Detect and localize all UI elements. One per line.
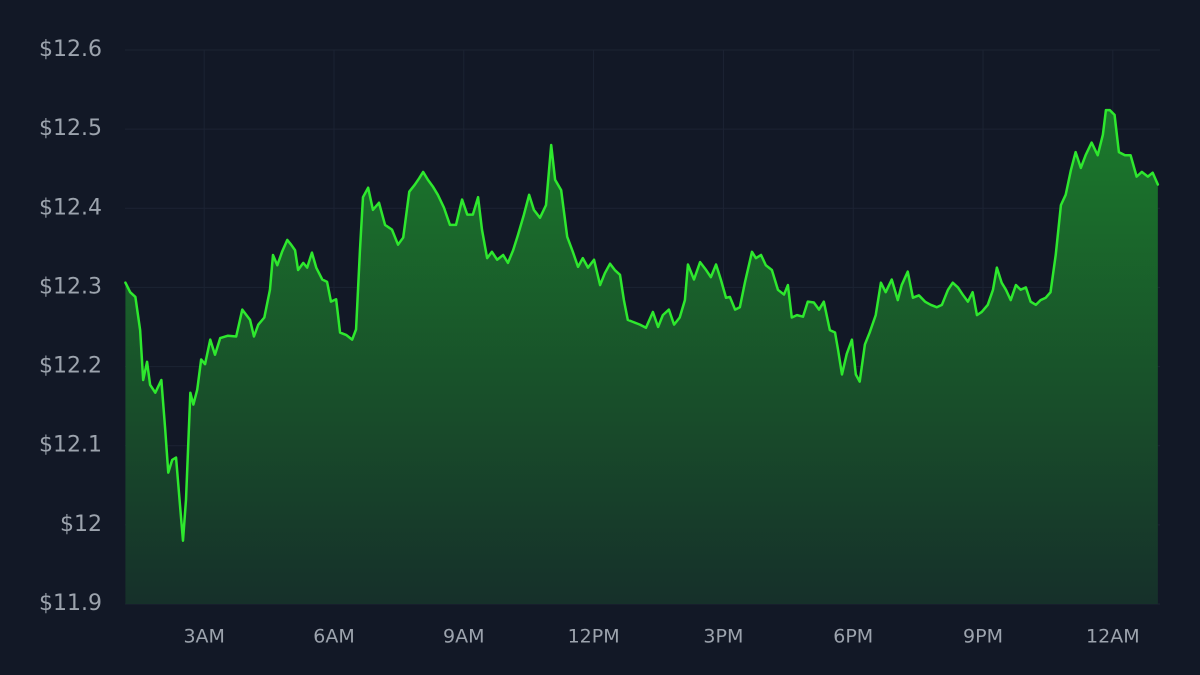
- y-tick-label: $12.5: [39, 116, 102, 141]
- x-tick-label: 9AM: [443, 626, 484, 648]
- y-tick-label: $12.3: [39, 274, 102, 299]
- y-tick-label: $11.9: [39, 591, 102, 616]
- x-tick-label: 9PM: [963, 626, 1003, 648]
- price-line: [124, 108, 1160, 542]
- y-tick-label: $12.6: [39, 37, 102, 62]
- y-tick-label: $12.2: [39, 354, 102, 379]
- y-tick-label: $12: [60, 512, 102, 537]
- x-tick-label: 3AM: [183, 626, 224, 648]
- x-tick-label: 6PM: [833, 626, 873, 648]
- area: [125, 110, 1158, 605]
- y-tick-label: $12.4: [39, 195, 102, 220]
- x-tick-label: 6AM: [313, 626, 354, 648]
- y-tick-label: $12.1: [39, 433, 102, 458]
- x-tick-label: 12AM: [1086, 626, 1140, 648]
- x-tick-label: 3PM: [703, 626, 743, 648]
- x-tick-label: 12PM: [568, 626, 620, 648]
